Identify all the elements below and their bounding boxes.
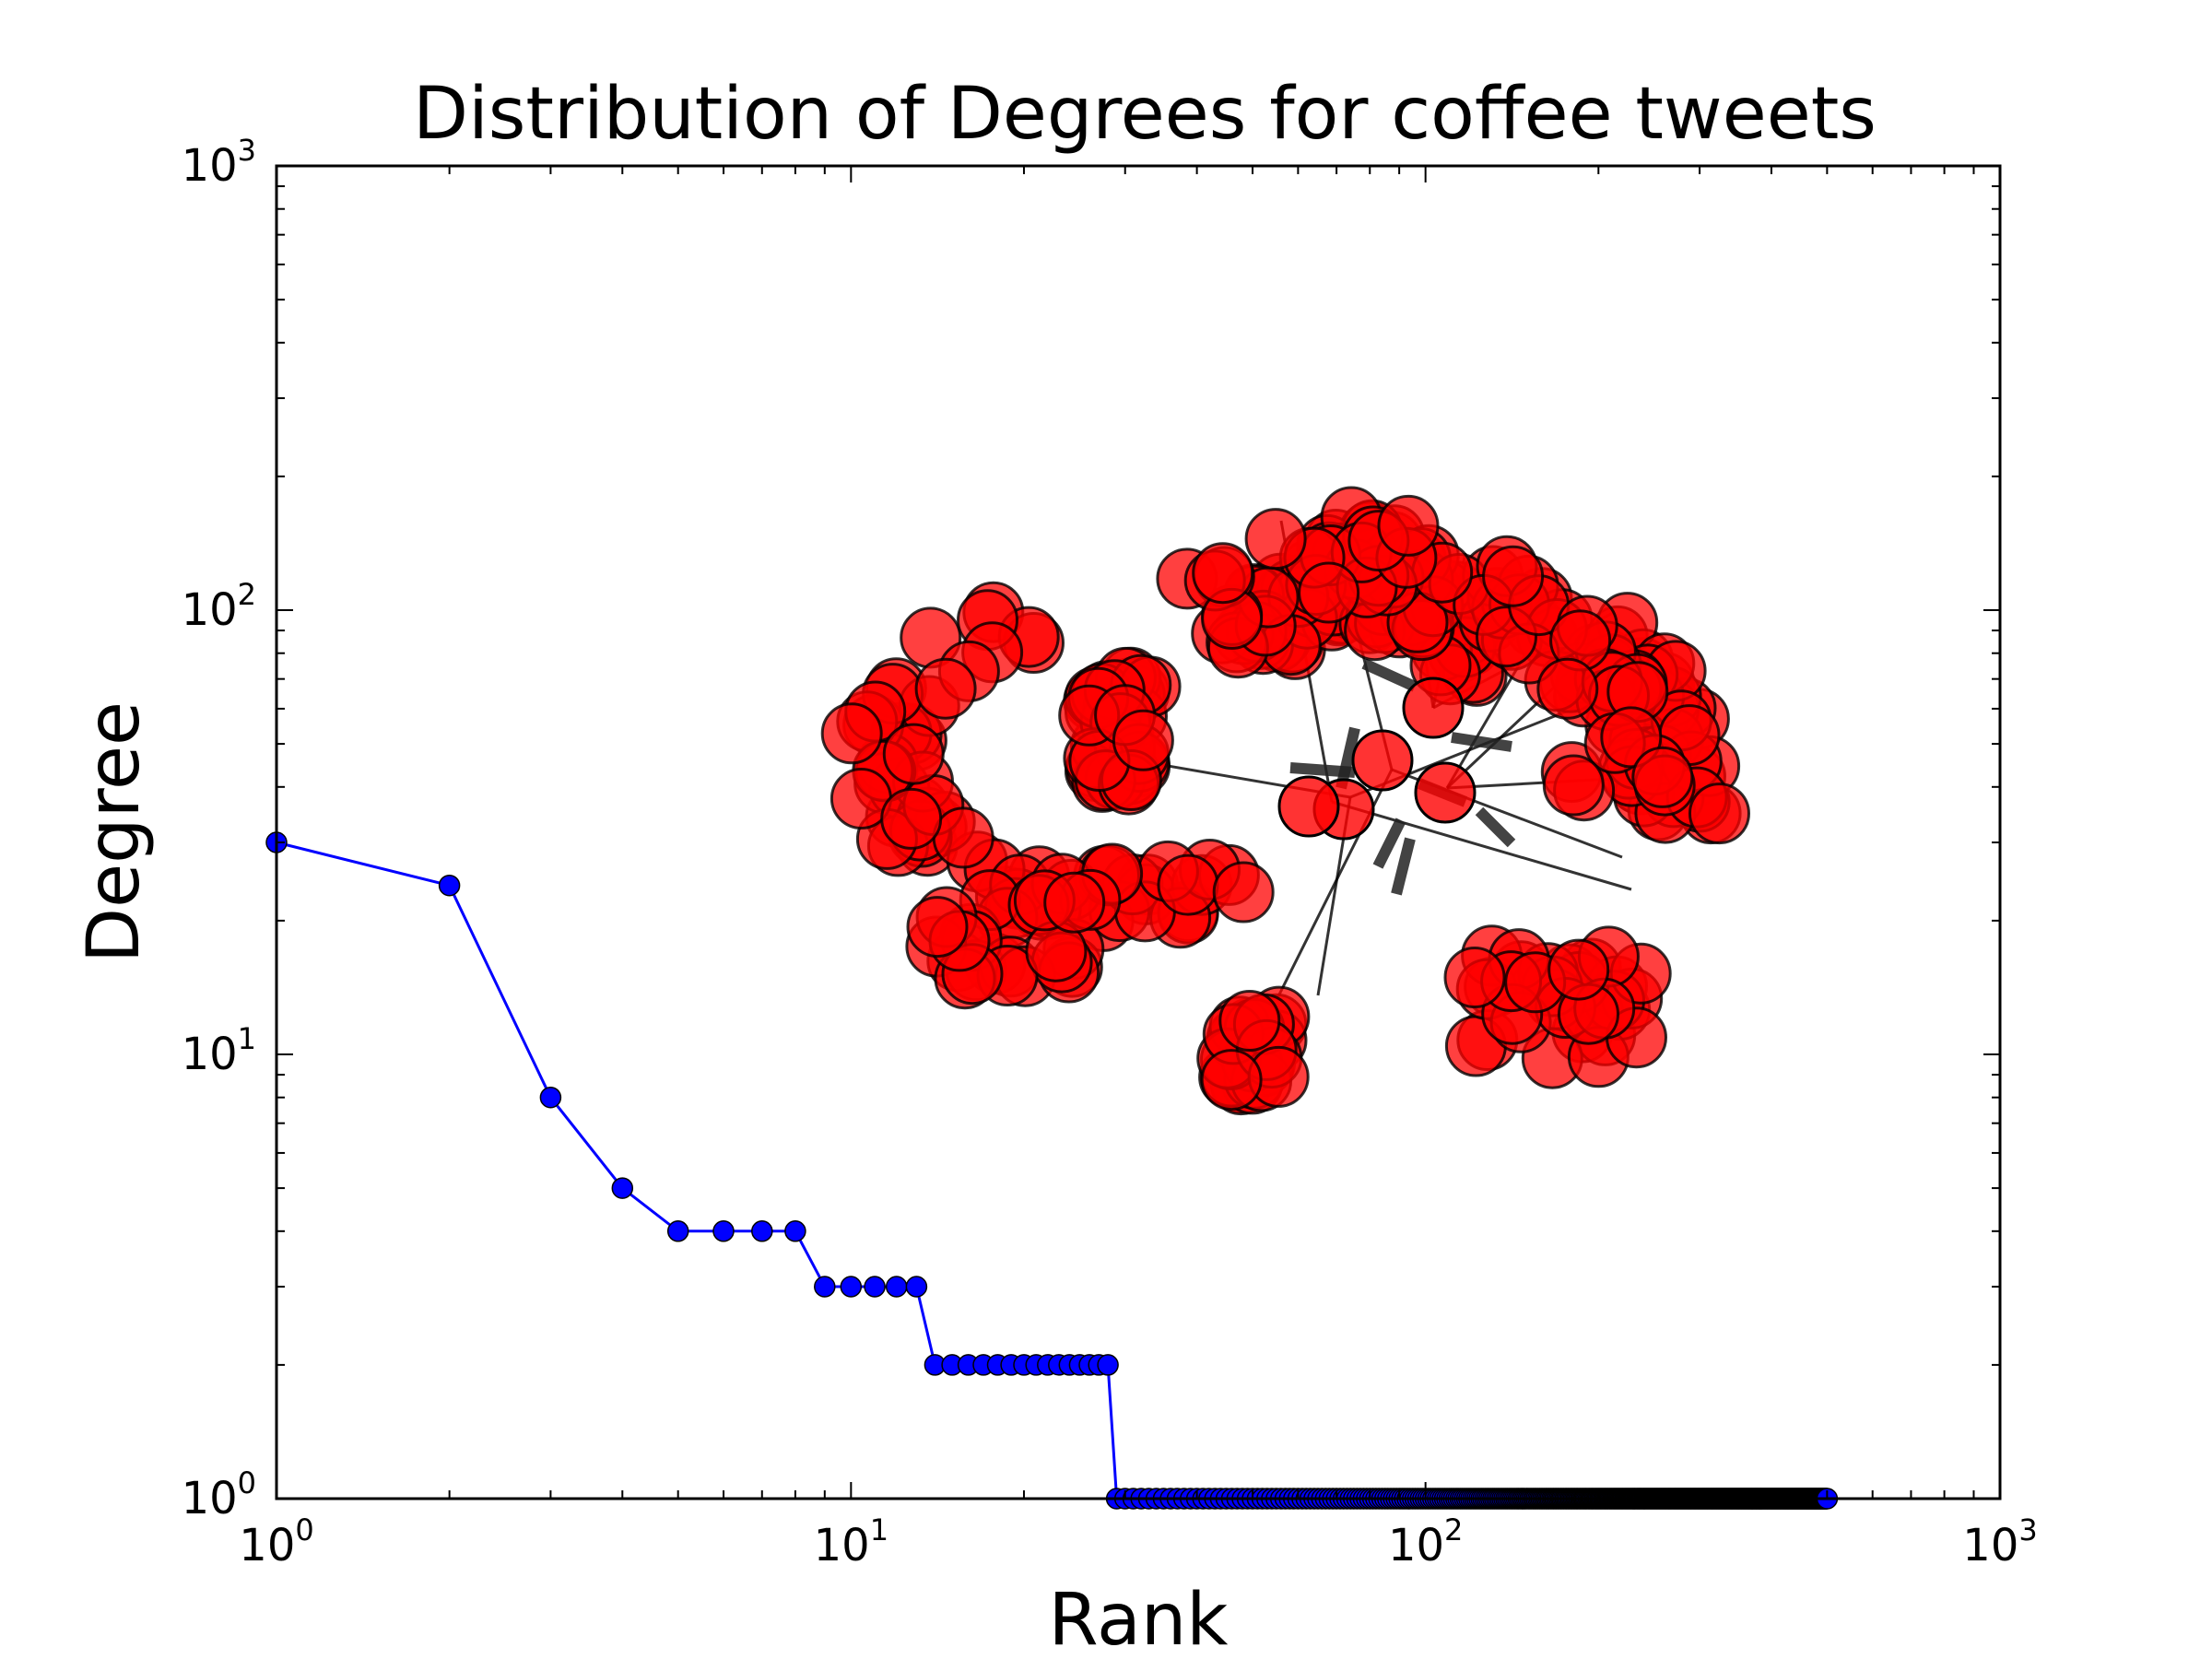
chart-title: Distribution of Degrees for coffee tweet… bbox=[413, 73, 1877, 156]
network-edge bbox=[1331, 800, 1632, 891]
network-hub-node bbox=[1351, 729, 1414, 792]
network-node bbox=[1482, 545, 1545, 607]
network-node bbox=[1298, 561, 1360, 624]
network-node bbox=[1212, 861, 1275, 924]
network-node bbox=[1547, 938, 1610, 1001]
degree-point bbox=[1097, 1354, 1119, 1376]
network-node bbox=[1631, 746, 1694, 808]
network-node bbox=[882, 723, 945, 785]
network-edge-arrow bbox=[1372, 818, 1406, 869]
network-node bbox=[1200, 1049, 1263, 1112]
network-node bbox=[1542, 754, 1605, 817]
network-hub-node bbox=[1414, 761, 1477, 824]
plot-area-frame bbox=[275, 164, 2002, 1500]
degree-point bbox=[611, 1177, 634, 1199]
network-hub-node bbox=[1402, 677, 1465, 739]
network-node bbox=[906, 896, 969, 959]
y-axis-label: Degree bbox=[73, 701, 156, 963]
y-tick-label: 102 bbox=[182, 577, 256, 636]
network-node bbox=[1443, 947, 1506, 1008]
x-tick-label: 103 bbox=[1962, 1512, 2037, 1571]
degree-point bbox=[712, 1220, 735, 1242]
network-node bbox=[1043, 871, 1106, 934]
degree-point bbox=[864, 1276, 886, 1298]
network-inset bbox=[820, 486, 1750, 1116]
network-node bbox=[1688, 782, 1750, 845]
ticks-group: 100 101 102 103 100 101 102 103 bbox=[182, 133, 2038, 1571]
network-edge-arrow bbox=[1335, 726, 1360, 790]
degree-point bbox=[840, 1276, 863, 1298]
degree-point bbox=[784, 1220, 806, 1242]
network-node bbox=[880, 787, 943, 850]
series-group bbox=[265, 831, 1839, 1510]
network-node bbox=[1377, 494, 1440, 557]
network-edge-arrow bbox=[1391, 837, 1416, 896]
network-node bbox=[1112, 709, 1174, 771]
degree-point bbox=[885, 1276, 908, 1298]
x-tick-label: 102 bbox=[1388, 1512, 1463, 1571]
network-node bbox=[1536, 657, 1599, 720]
network-edge-arrow bbox=[1451, 732, 1512, 752]
degree-point bbox=[438, 874, 461, 897]
y-tick-label: 103 bbox=[182, 133, 256, 192]
network-node bbox=[1192, 542, 1254, 605]
network-edge-arrow bbox=[1475, 806, 1516, 848]
network-node bbox=[914, 657, 977, 720]
network-node bbox=[1218, 990, 1281, 1052]
network-node bbox=[820, 702, 883, 765]
network-hub-node bbox=[1277, 775, 1340, 838]
network-node bbox=[1244, 508, 1307, 571]
network-node bbox=[932, 806, 994, 869]
degree-point bbox=[666, 1220, 689, 1242]
x-axis-label: Rank bbox=[1049, 1579, 1229, 1659]
degree-point bbox=[905, 1276, 928, 1298]
network-edge-arrow bbox=[1361, 658, 1418, 692]
degree-point bbox=[751, 1220, 773, 1242]
x-tick-label: 100 bbox=[239, 1512, 313, 1571]
network-node bbox=[1157, 853, 1219, 916]
degree-point bbox=[539, 1086, 562, 1109]
x-tick-label: 101 bbox=[814, 1512, 888, 1571]
y-tick-label: 100 bbox=[182, 1465, 256, 1524]
y-tick-label: 101 bbox=[182, 1021, 256, 1080]
degree-point bbox=[814, 1276, 836, 1298]
